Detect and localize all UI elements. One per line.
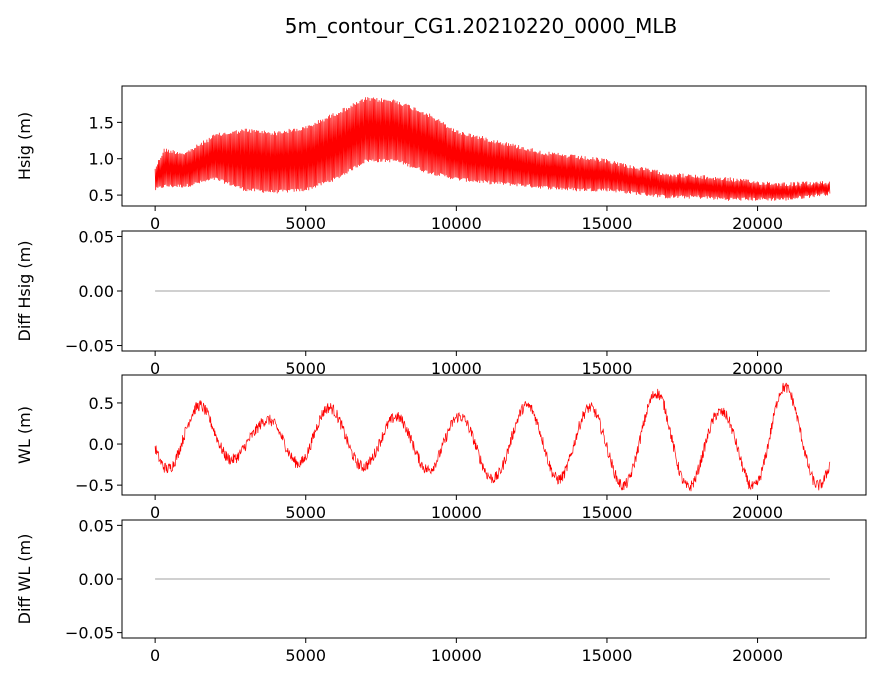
y-tick-label-hsig: 1.0 [89,150,114,169]
y-tick-label-diff_hsig: 0.05 [78,227,114,246]
x-tick-label-hsig: 5000 [285,214,326,233]
y-axis-label-wl: WL (m) [15,406,34,464]
x-tick-label-diff_wl: 5000 [285,646,326,665]
x-tick-label-wl: 15000 [582,503,633,522]
x-tick-label-hsig: 15000 [582,214,633,233]
y-tick-label-wl: −0.5 [75,476,114,495]
x-tick-label-wl: 5000 [285,503,326,522]
x-tick-label-hsig: 20000 [732,214,783,233]
y-axis-label-diff_hsig: Diff Hsig (m) [15,241,34,342]
y-tick-label-diff_wl: 0.05 [78,516,114,535]
y-axis-label-hsig: Hsig (m) [15,112,34,180]
axes-frame-wl [121,374,867,496]
x-tick-label-wl: 20000 [732,503,783,522]
y-tick-label-diff_hsig: −0.05 [65,337,114,356]
chart-title: 5m_contour_CG1.20210220_0000_MLB [285,14,677,38]
x-tick-label-diff_hsig: 10000 [431,359,482,378]
panel-diff_wl: −0.05 0.00 0.05 0 5000 10000 15000 20000 Diff WL… [15,516,867,665]
x-tick-label-diff_wl: 20000 [732,646,783,665]
x-tick-label-diff_wl: 0 [150,646,160,665]
y-tick-label-hsig: 1.5 [89,113,114,132]
series-line-hsig [154,97,831,201]
panel-diff_hsig: −0.05 0.00 0.05 0 5000 10000 15000 20000 Diff Hs… [15,227,867,378]
x-tick-label-diff_wl: 15000 [582,646,633,665]
x-tick-label-diff_hsig: 20000 [732,359,783,378]
x-tick-label-diff_wl: 10000 [431,646,482,665]
y-tick-label-diff_hsig: 0.00 [78,282,114,301]
y-tick-label-diff_wl: 0.00 [78,570,114,589]
y-tick-label-hsig: 0.5 [89,186,114,205]
x-tick-label-diff_hsig: 15000 [582,359,633,378]
x-tick-label-diff_hsig: 0 [150,359,160,378]
panel-wl: −0.5 0.0 0.5 0 5000 10000 15000 20000 WL (m) [15,374,867,522]
x-tick-label-hsig: 0 [150,214,160,233]
panel-hsig: 0.5 1.0 1.5 0 5000 10000 15000 20000 Hsig (m) [15,85,867,233]
x-tick-label-hsig: 10000 [431,214,482,233]
y-axis-label-diff_wl: Diff WL (m) [15,534,34,625]
panels-group: 0.5 1.0 1.5 0 5000 10000 15000 20000 Hsig (m) −0.… [15,85,867,665]
axes-frame-hsig [121,85,867,207]
y-tick-label-wl: 0.0 [89,435,114,454]
series-line-wl [154,382,831,492]
y-tick-label-diff_wl: −0.05 [65,624,114,643]
x-tick-label-wl: 10000 [431,503,482,522]
x-tick-label-wl: 0 [150,503,160,522]
y-tick-label-wl: 0.5 [89,394,114,413]
x-tick-label-diff_hsig: 5000 [285,359,326,378]
